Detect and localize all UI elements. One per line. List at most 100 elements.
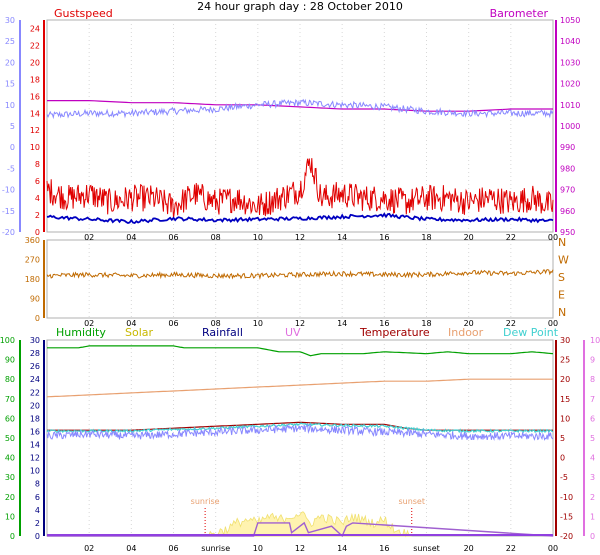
series-wind (46, 212, 554, 224)
x-tick-label: 18 (421, 319, 431, 328)
x-tick-label: 06 (168, 319, 178, 328)
series-gust (46, 158, 554, 219)
uv-axis-tick: 0 (590, 532, 595, 541)
temperature-axis-tick: 15 (560, 395, 570, 404)
x-tick-label-bottom: sunset (413, 544, 440, 553)
x-tick-label-bottom: 10 (253, 544, 263, 553)
temperature-axis-tick: 5 (560, 434, 565, 443)
series-solar (204, 511, 412, 538)
left-axis-tick: 10 (5, 101, 15, 110)
x-tick-label: 16 (379, 233, 389, 242)
baro-axis-tick: 1050 (560, 16, 580, 25)
solar-axis-tick: 18 (30, 414, 40, 423)
x-tick-label: 14 (337, 319, 347, 328)
series-temp_left (46, 98, 554, 120)
uv-axis-tick: 3 (590, 473, 595, 482)
solar-axis-tick: 2 (35, 519, 40, 528)
gust-axis-tick: 14 (30, 109, 40, 118)
series-dewpoint (46, 422, 554, 434)
legend-indoor: Indoor (448, 326, 484, 339)
temperature-axis-tick: 10 (560, 414, 570, 423)
temperature-axis-tick: -5 (560, 473, 568, 482)
uv-axis-tick: 9 (590, 356, 595, 365)
left-axis-tick: 15 (5, 80, 15, 89)
uv-axis-tick: 10 (590, 336, 600, 345)
legend-solar: Solar (125, 326, 154, 339)
uv-axis-tick: 4 (590, 454, 595, 463)
left-axis-tick: -15 (2, 207, 15, 216)
solar-axis-tick: 24 (30, 375, 40, 384)
x-tick-label: 22 (506, 233, 516, 242)
gust-axis-tick: 18 (30, 75, 40, 84)
humidity-axis-tick: 50 (5, 434, 15, 443)
gust-axis-tick: 10 (30, 143, 40, 152)
legend-uv: UV (285, 326, 301, 339)
series-humidity (47, 345, 554, 357)
panel-frames (46, 19, 554, 537)
left-axis-tick: 20 (5, 58, 15, 67)
labels-layer: Gustspeed Barometer Humidity Solar Rainfall U… (54, 7, 559, 506)
x-tick-label: 10 (253, 233, 263, 242)
solar-axis-tick: 20 (30, 401, 40, 410)
solar-axis-tick: 16 (30, 427, 40, 436)
uv-axis-tick: 7 (590, 395, 595, 404)
x-tick-label: 20 (464, 319, 474, 328)
humidity-axis-tick: 40 (5, 454, 15, 463)
compass-label-e: E (558, 289, 565, 302)
series-uv (47, 521, 554, 538)
panel-frame-2 (46, 239, 554, 319)
solar-axis-tick: 10 (30, 467, 40, 476)
baro-axis-tick: 1000 (560, 122, 580, 131)
humidity-axis-tick: 20 (5, 493, 15, 502)
page-title: 24 hour graph day : 28 October 2010 (197, 0, 403, 13)
humidity-axis-tick: 100 (0, 336, 15, 345)
uv-axis-tick: 1 (590, 512, 595, 521)
gust-axis-tick: 4 (35, 194, 40, 203)
solar-axis-tick: 0 (35, 532, 40, 541)
temperature-axis-tick: 25 (560, 356, 570, 365)
series-layer (46, 98, 554, 538)
x-tick-label-bottom: sunrise (201, 544, 230, 553)
x-tick-label-bottom: 04 (126, 544, 136, 553)
solar-axis-tick: 6 (35, 493, 40, 502)
temperature-axis-tick: -10 (560, 493, 573, 502)
axes-layer: 302520151050-5-10-15-2024222018161412108… (0, 16, 600, 553)
left-axis-tick: 30 (5, 16, 15, 25)
series-temperature (47, 421, 553, 431)
baro-axis-tick: 980 (560, 164, 575, 173)
solar-axis-tick: 14 (30, 441, 40, 450)
series-direction (46, 269, 554, 280)
x-tick-label-bottom: 02 (84, 544, 94, 553)
uv-axis-tick: 6 (590, 414, 595, 423)
x-tick-label: 02 (84, 319, 94, 328)
sunrise-annotation: sunrise (191, 497, 220, 506)
x-tick-label: 08 (211, 233, 221, 242)
gustspeed-label: Gustspeed (54, 7, 113, 20)
compass-label-w: W (558, 254, 569, 267)
x-tick-label: 00 (548, 233, 558, 242)
x-tick-label-bottom: 20 (464, 544, 474, 553)
x-tick-label: 04 (126, 233, 136, 242)
sunset-annotation: sunset (398, 497, 425, 506)
baro-axis-tick: 960 (560, 207, 575, 216)
uv-axis-tick: 8 (590, 375, 595, 384)
x-tick-label: 20 (464, 233, 474, 242)
left-axis-tick: 0 (10, 143, 15, 152)
humidity-axis-tick: 90 (5, 356, 15, 365)
x-tick-label: 06 (168, 233, 178, 242)
x-tick-label-bottom: 00 (548, 544, 558, 553)
humidity-axis-tick: 10 (5, 512, 15, 521)
solar-axis-tick: 22 (30, 388, 40, 397)
compass-label-n: N (558, 306, 566, 319)
solar-axis-tick: 4 (35, 506, 40, 515)
temperature-axis-tick: -20 (560, 532, 573, 541)
direction-axis-tick: 360 (25, 236, 40, 245)
x-tick-label: 22 (506, 319, 516, 328)
baro-axis-tick: 1010 (560, 101, 580, 110)
solar-axis-tick: 30 (30, 336, 40, 345)
x-tick-label: 16 (379, 319, 389, 328)
humidity-axis-tick: 80 (5, 375, 15, 384)
baro-axis-tick: 970 (560, 186, 575, 195)
solar-axis-tick: 8 (35, 480, 40, 489)
